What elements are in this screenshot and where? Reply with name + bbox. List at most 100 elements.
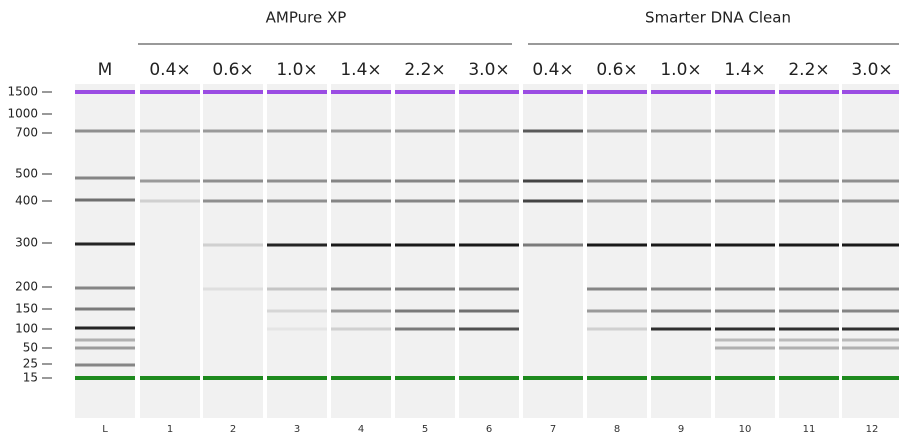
band [75, 130, 135, 133]
lane-header: 1.4× [340, 60, 381, 80]
size-label: 1500 [7, 85, 38, 99]
band [523, 130, 583, 133]
band [715, 200, 775, 203]
band [75, 339, 135, 342]
size-label: 300 [15, 236, 38, 250]
band [715, 288, 775, 291]
band [203, 130, 263, 133]
upper-marker [459, 90, 519, 94]
lane-number: 8 [614, 424, 620, 435]
band [523, 244, 583, 247]
band [842, 200, 899, 203]
band [75, 364, 135, 367]
band [395, 328, 455, 331]
band [267, 244, 327, 247]
band [779, 328, 839, 331]
band [331, 288, 391, 291]
lane-number: 9 [678, 424, 684, 435]
size-label: 500 [15, 167, 38, 181]
band [459, 328, 519, 331]
band [715, 180, 775, 183]
upper-marker [779, 90, 839, 94]
band [779, 288, 839, 291]
band [651, 200, 711, 203]
band [459, 288, 519, 291]
band [587, 328, 647, 331]
band [779, 200, 839, 203]
lower-marker [842, 376, 899, 380]
band [395, 130, 455, 133]
lane-number: 2 [230, 424, 236, 435]
lower-marker [779, 376, 839, 380]
band [395, 310, 455, 313]
size-label: 15 [23, 371, 38, 385]
band [75, 347, 135, 350]
lane [267, 84, 327, 418]
upper-marker [651, 90, 711, 94]
lower-marker [140, 376, 200, 380]
lane-number: 4 [358, 424, 364, 435]
band [75, 243, 135, 246]
band [203, 200, 263, 203]
band [75, 308, 135, 311]
lane [140, 84, 200, 418]
size-label: 700 [15, 126, 38, 140]
band [587, 180, 647, 183]
lower-marker [651, 376, 711, 380]
band [331, 200, 391, 203]
band [267, 130, 327, 133]
band [75, 199, 135, 202]
lane [715, 84, 775, 418]
upper-marker [842, 90, 899, 94]
band [779, 310, 839, 313]
band [651, 130, 711, 133]
gel-figure: AMPure XP Smarter DNA Clean ML0.4×10.6×2… [0, 0, 899, 437]
lane-header: 0.6× [212, 60, 253, 80]
band [140, 200, 200, 203]
band [715, 130, 775, 133]
size-label: 50 [23, 341, 38, 355]
band [267, 180, 327, 183]
upper-marker [587, 90, 647, 94]
band [779, 347, 839, 350]
lane-header: 1.4× [724, 60, 765, 80]
lower-marker [203, 376, 263, 380]
group-label: AMPure XP [266, 9, 347, 27]
lane-number: 7 [550, 424, 556, 435]
band [651, 244, 711, 247]
band [459, 200, 519, 203]
upper-marker [203, 90, 263, 94]
band [715, 328, 775, 331]
lane-number: 12 [866, 424, 879, 435]
band [395, 244, 455, 247]
band [587, 130, 647, 133]
band [651, 180, 711, 183]
band [331, 328, 391, 331]
band [715, 339, 775, 342]
upper-marker [140, 90, 200, 94]
band [203, 180, 263, 183]
upper-marker [331, 90, 391, 94]
lower-marker [459, 376, 519, 380]
band [587, 200, 647, 203]
lane [331, 84, 391, 418]
lane-number: 10 [739, 424, 752, 435]
size-label: 25 [23, 357, 38, 371]
band [587, 310, 647, 313]
band [140, 130, 200, 133]
lane [779, 84, 839, 418]
lane [459, 84, 519, 418]
group-label: Smarter DNA Clean [645, 9, 791, 27]
lane-header: 1.0× [660, 60, 701, 80]
band [203, 288, 263, 291]
band [140, 180, 200, 183]
band [459, 310, 519, 313]
band [331, 130, 391, 133]
lower-marker [523, 376, 583, 380]
lower-marker [75, 376, 135, 380]
band [779, 339, 839, 342]
size-label: 100 [15, 322, 38, 336]
lane-number: L [102, 424, 108, 435]
band [459, 244, 519, 247]
band [651, 310, 711, 313]
